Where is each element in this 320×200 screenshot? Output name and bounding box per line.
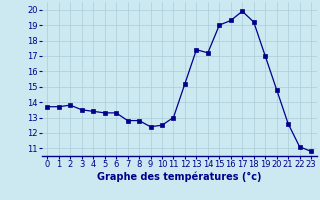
X-axis label: Graphe des températures (°c): Graphe des températures (°c) <box>97 172 261 182</box>
